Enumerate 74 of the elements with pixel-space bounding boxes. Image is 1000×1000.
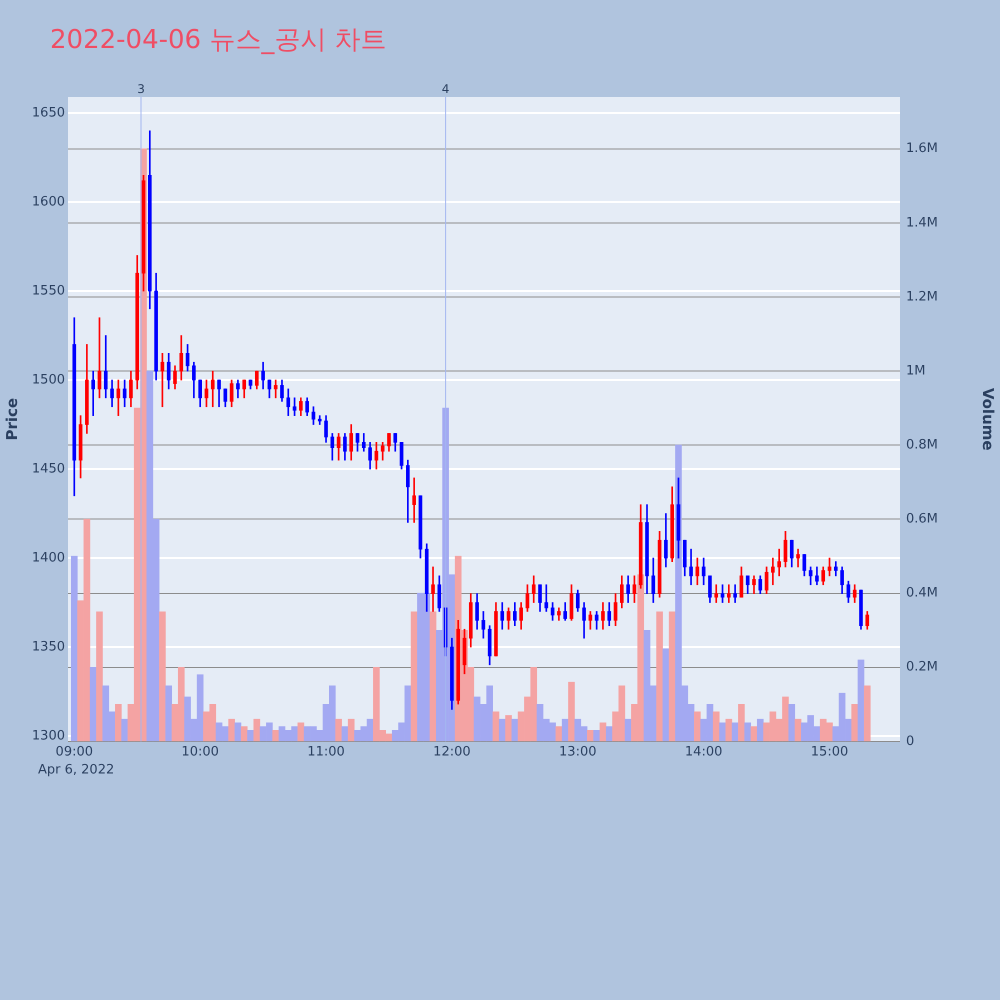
x-tick-label: 10:00 [181,744,219,760]
bar [505,715,512,742]
bar [234,722,242,742]
bar [587,730,594,742]
bar [342,726,348,742]
y2-tick-label: 1M [906,363,926,378]
bar [662,648,670,742]
bar [512,718,518,742]
bar [410,611,418,742]
bar [247,730,254,742]
bar [756,718,764,742]
x-tick-label: 14:00 [684,744,722,760]
bar [492,711,500,742]
bar [744,722,752,742]
candlestick [720,584,724,603]
bar [656,611,663,742]
bar [858,660,864,742]
candlestick [828,558,832,576]
y2-tick-label: 1.6M [906,141,938,156]
y2-tick-label: 0.8M [906,438,938,452]
bar [851,704,858,742]
x-tick-label: 13:00 [559,744,597,760]
y-tick-label: 1450 [32,461,65,476]
bar [430,611,436,742]
bar [348,718,355,742]
bar [70,556,78,742]
bar [725,718,732,742]
bar [115,704,122,742]
bar [568,682,575,742]
bar [556,726,562,742]
bar [738,704,745,742]
y2-tick-label: 1.4M [906,215,938,230]
bar [794,718,802,742]
y-axis-title: Price [2,398,21,441]
bar [165,686,172,742]
y2-tick-label: 0.2M [906,660,938,675]
x-tick-label: 12:00 [433,744,471,760]
y2-tick-label: 0.6M [906,512,938,527]
candlestick [796,548,800,568]
bar [719,722,726,742]
bar [694,711,701,742]
bar [335,718,342,742]
bar [864,686,871,742]
candlestick [292,398,296,416]
x-tick-label: 15:00 [810,744,848,760]
bar [253,718,260,742]
y-tick-label: 1500 [32,372,65,388]
y2-tick-label: 1.2M [906,289,938,304]
bar [600,722,606,742]
y2-axis-title: Volume [979,388,998,451]
y-tick-label: 1400 [32,550,65,566]
x-tick-label: 11:00 [307,744,345,760]
y-tick-label: 1600 [32,194,65,210]
y-tick-label: 1300 [32,728,65,744]
y2-tick-label: 0 [906,734,914,749]
bar [90,667,97,742]
bar [788,704,796,742]
bar [159,611,166,742]
y2-tick-label: 0.4M [906,586,938,601]
y-tick-label: 1550 [32,283,65,298]
text: 4 [442,82,450,96]
y-tick-label: 1350 [32,639,65,654]
chart-title: 2022-04-06 뉴스_공시 차트 [50,24,387,57]
bar [750,726,758,742]
bar [668,611,676,742]
x-tick-label: 09:00 [56,744,94,760]
text: Apr 6, 2022 [38,762,114,778]
candlestick [98,317,102,398]
bar [96,611,103,742]
bar [298,722,304,742]
bar [712,711,720,742]
y-tick-label: 1650 [32,105,65,120]
bar [228,718,235,742]
text: 3 [137,82,145,96]
